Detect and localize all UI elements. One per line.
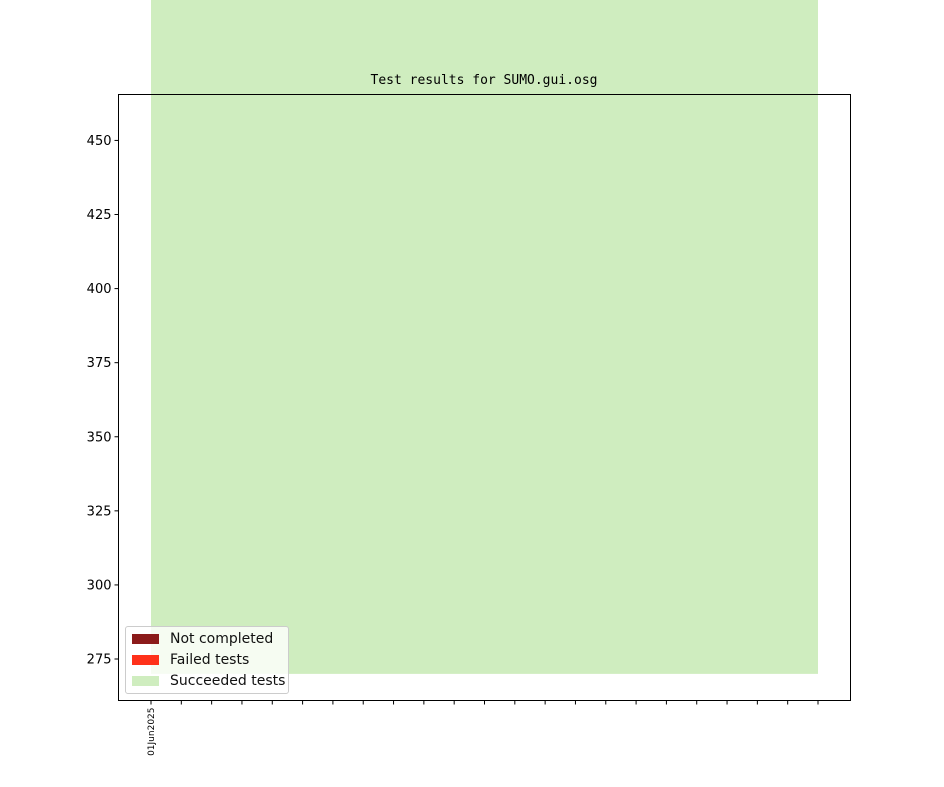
legend-swatch (132, 655, 159, 665)
legend-item-not-completed: Not completed (132, 629, 273, 649)
y-tick-label: 325 (87, 504, 112, 519)
y-tick-label: 300 (87, 578, 112, 593)
legend-label: Failed tests (170, 652, 250, 668)
y-tick-label: 425 (87, 208, 112, 223)
legend-item-failed: Failed tests (132, 650, 249, 670)
y-tick-label: 275 (87, 653, 112, 668)
chart-title: Test results for SUMO.gui.osg (370, 73, 598, 88)
y-tick-label: 450 (87, 134, 112, 149)
legend-swatch (132, 676, 159, 686)
legend-label: Not completed (170, 631, 274, 647)
legend-swatch (132, 634, 159, 644)
area-succeeded-tests (151, 0, 818, 674)
legend-item-succeeded: Succeeded tests (132, 671, 285, 691)
legend-label: Succeeded tests (170, 673, 286, 689)
y-tick-label: 350 (87, 430, 112, 445)
legend: Not completed Failed tests Succeeded tes… (125, 626, 289, 694)
x-tick-label: 01Jun2025 (147, 708, 157, 756)
y-tick-label: 375 (87, 356, 112, 371)
y-tick-label: 400 (87, 282, 112, 297)
